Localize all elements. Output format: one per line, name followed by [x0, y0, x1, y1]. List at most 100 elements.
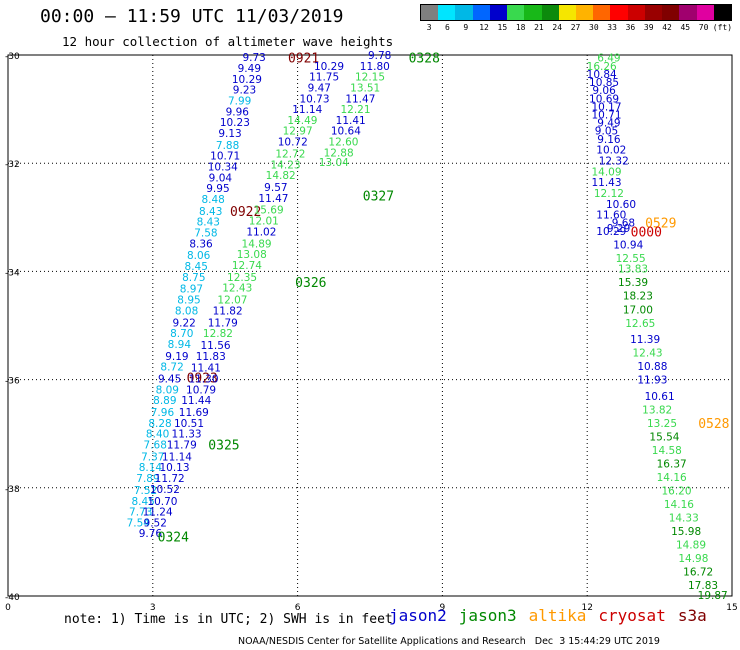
legend-jason2: jason2	[389, 606, 447, 625]
wave-height-value: 11.44	[181, 395, 211, 407]
wave-height-value: 8.40	[146, 429, 169, 441]
chart-title: 00:00 — 11:59 UTC 11/03/2019	[40, 6, 344, 27]
wave-height-value: 14.33	[669, 513, 699, 525]
x-tick-label: 12	[581, 603, 592, 613]
wave-height-value: 11.14	[162, 451, 192, 463]
wave-height-value: 8.08	[175, 305, 198, 317]
wave-height-value: 18.23	[623, 291, 653, 303]
chart-subtitle: 12 hour collection of altimeter wave hei…	[62, 34, 394, 49]
wave-height-value: 13.08	[237, 249, 267, 261]
wave-height-value: 9.04	[209, 172, 233, 184]
scale-label: 18	[515, 23, 526, 32]
scale-swatch	[489, 5, 508, 20]
wave-height-value: 9.57	[264, 182, 287, 194]
wave-height-value: 12.88	[324, 147, 354, 159]
wave-height-value: 9.47	[308, 82, 331, 94]
wave-height-value: 11.41	[336, 115, 366, 127]
scale-swatch	[593, 5, 611, 20]
wave-height-value: 9.22	[172, 317, 195, 329]
wave-height-value: 8.94	[168, 339, 192, 351]
scale-swatch	[438, 5, 456, 20]
wave-height-value: 9.23	[233, 85, 256, 97]
y-tick-label: -32	[5, 160, 20, 170]
wave-height-value: 8.89	[153, 395, 176, 407]
wave-height-value: 14.89	[676, 540, 706, 552]
wave-height-value: 10.60	[606, 199, 636, 211]
scale-label: 12	[479, 23, 489, 32]
wave-height-value: 16.26	[587, 61, 617, 73]
wave-height-value: 8.28	[148, 418, 171, 430]
pass-time-label: 0327	[363, 190, 394, 205]
wave-height-value: 15.54	[649, 431, 679, 443]
wave-height-value: 12.55	[616, 253, 646, 265]
wave-height-value: 13.83	[618, 264, 648, 276]
wave-height-value: 15.69	[254, 205, 284, 217]
wave-height-value: 16.72	[683, 567, 713, 579]
x-tick-label: 0	[5, 603, 11, 613]
wave-height-value: 9.19	[165, 351, 188, 363]
wave-height-value: 11.41	[191, 363, 221, 375]
wave-height-value: 10.13	[159, 462, 189, 474]
pass-time-label: 0324	[158, 530, 189, 545]
wave-height-value: 7.54	[127, 517, 151, 529]
wave-height-value: 15.39	[618, 277, 648, 289]
legend-s3a: s3a	[677, 606, 707, 625]
wave-height-value: 9.05	[595, 126, 618, 138]
wave-height-value: 7.73	[129, 507, 152, 519]
wave-height-value: 11.82	[213, 305, 243, 317]
wave-height-value: 9.13	[218, 128, 241, 140]
x-tick-label: 9	[440, 603, 446, 613]
y-tick-label: -40	[5, 593, 20, 603]
wave-height-value: 9.76	[139, 528, 163, 540]
pass-time-label: 0923	[187, 371, 218, 386]
wave-height-value: 10.34	[208, 161, 238, 173]
wave-height-value: 12.60	[328, 137, 358, 149]
pass-time-label: 0326	[295, 276, 326, 291]
y-tick-label: -34	[5, 268, 20, 278]
wave-height-value: 12.35	[227, 272, 257, 284]
wave-height-value: 13.51	[350, 82, 380, 94]
scale-label: 70	[698, 23, 709, 32]
scale-label: 6	[445, 23, 450, 32]
wave-height-value: 8.36	[189, 238, 213, 250]
wave-height-value: 11.43	[591, 177, 621, 189]
wave-height-value: 8.95	[177, 295, 200, 307]
wave-height-value: 7.89	[136, 473, 159, 485]
pass-time-label: 0922	[230, 205, 261, 220]
wave-height-value: 10.71	[591, 110, 621, 122]
y-tick-label: -36	[5, 377, 20, 387]
wave-height-value: 7.96	[151, 407, 175, 419]
wave-height-value: 10.70	[147, 496, 177, 508]
scale-label: 15	[497, 23, 508, 32]
scale-label: 27	[570, 23, 581, 32]
wave-height-value: 10.85	[589, 77, 619, 89]
wave-height-value: 9.96	[226, 106, 250, 118]
wave-height-value: 10.29	[596, 226, 626, 238]
scale-swatch	[472, 5, 490, 20]
x-tick-label: 15	[726, 603, 737, 613]
scale-swatch	[524, 5, 542, 20]
wave-height-value: 10.69	[589, 93, 619, 105]
wave-height-value: 8.14	[139, 462, 163, 474]
wave-height-value: 8.97	[180, 284, 203, 296]
satellite-legend: jason2 jason3 altika cryosat s3a	[389, 606, 719, 625]
wave-height-value: 10.29	[314, 61, 344, 73]
wave-height-value: 12.72	[275, 148, 305, 160]
wave-height-value: 10.72	[278, 137, 308, 149]
color-scale-labels: 3 6 9 12 15 18 21 24 27 30 33 36 39 42 45 70 (ft)	[420, 23, 732, 32]
wave-height-value: 7.68	[144, 440, 167, 452]
wave-height-value: 11.83	[196, 351, 226, 363]
wave-height-value: 13.82	[642, 404, 672, 416]
footer-credit: NOAA/NESDIS Center for Satellite Applica…	[238, 636, 660, 647]
wave-height-value: 9.49	[238, 63, 261, 75]
wave-height-value: 8.75	[182, 272, 205, 284]
scale-label: 39	[643, 23, 654, 32]
scale-label: 36	[625, 23, 636, 32]
y-tick-label: -38	[5, 485, 20, 495]
wave-height-value: 11.79	[167, 440, 197, 452]
wave-height-value: 8.70	[170, 328, 193, 340]
color-scale-swatches	[420, 4, 732, 21]
wave-height-value: 10.23	[220, 117, 250, 129]
x-tick-label: 6	[295, 603, 301, 613]
